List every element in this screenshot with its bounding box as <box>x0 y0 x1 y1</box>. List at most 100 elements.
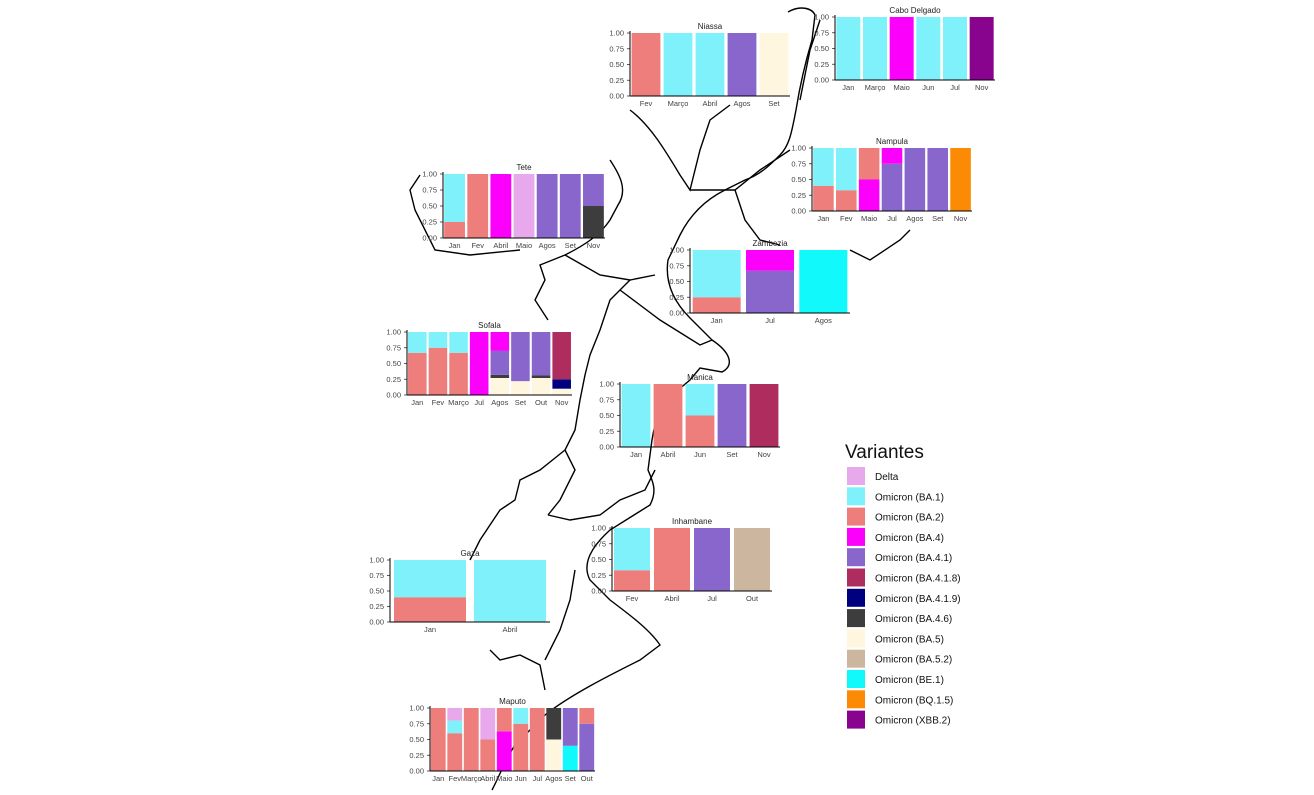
x-tick-label: Set <box>726 450 738 459</box>
y-tick-label: 0.75 <box>422 186 437 195</box>
x-tick-label: Abril <box>660 450 675 459</box>
x-tick-label: Agos <box>733 99 750 108</box>
x-tick-label: Nov <box>555 398 569 407</box>
x-tick-label: Set <box>932 214 944 223</box>
x-tick-label: Abril <box>702 99 717 108</box>
y-tick-label: 0.50 <box>609 60 624 69</box>
bar-segment-ba-4-1 <box>694 528 730 591</box>
y-tick-label: 1.00 <box>409 704 424 713</box>
x-tick-label: Agos <box>545 774 562 783</box>
legend-item: Omicron (BA.4.1) <box>847 548 952 567</box>
bar-segment-ba-4 <box>881 148 903 164</box>
y-tick-label: 0.75 <box>591 539 606 548</box>
y-tick-label: 1.00 <box>609 29 624 38</box>
legend-label: Omicron (BA.4.1.9) <box>875 594 961 605</box>
bar-segment-ba-2 <box>836 190 857 211</box>
bar-segment-ba-4-6 <box>546 708 562 740</box>
bar-segment-ba-2 <box>513 723 529 771</box>
bar-segment-ba-4 <box>889 17 914 80</box>
bar-segment-ba-1 <box>474 560 546 622</box>
y-tick-label: 0.75 <box>369 571 384 580</box>
legend-label: Omicron (BA.2) <box>875 513 944 524</box>
chart-maputo: Maputo 0.00 0.25 0.50 0.75 1.00 Jan Fev MarçoAbr… <box>409 697 595 783</box>
bar-segment-ba-4 <box>746 250 794 271</box>
border-south <box>489 569 576 691</box>
legend-item: Omicron (BA.4) <box>847 527 944 546</box>
y-tick-label: 0.75 <box>791 159 806 168</box>
chart-title: Cabo Delgado <box>889 6 941 15</box>
x-tick-label: Nov <box>954 214 968 223</box>
chart-cabo-delgado: Cabo Delgado 0.00 0.25 0.50 0.75 1.00 Jan Março… <box>814 6 995 92</box>
y-tick-label: 0.00 <box>409 767 424 776</box>
bar-segment-ba-2 <box>529 708 545 771</box>
chart-title: Inhambane <box>672 517 713 526</box>
y-tick-label: 1.00 <box>599 380 614 389</box>
bar-segment-ba-4 <box>469 332 489 395</box>
y-tick-label: 0.25 <box>409 751 424 760</box>
bar-segment-ba-2 <box>496 708 512 732</box>
y-tick-label: 0.75 <box>669 261 684 270</box>
y-tick-label: 0.50 <box>369 587 384 596</box>
x-tick-label: Jul <box>887 214 897 223</box>
x-tick-label: Fev <box>448 774 461 783</box>
bar-segment-ba-2 <box>653 384 683 447</box>
legend-swatch <box>847 467 865 485</box>
x-tick-label: Jan <box>817 214 829 223</box>
y-tick-label: 0.00 <box>422 234 437 243</box>
x-tick-label: Fev <box>432 398 445 407</box>
y-tick-label: 0.50 <box>591 555 606 564</box>
bar-segment-ba-4-1 <box>490 350 510 375</box>
bar-segment-ba-5 <box>490 377 510 395</box>
chart-niassa: Niassa 0.00 0.25 0.50 0.75 1.00 Fev Março Abril A… <box>609 22 790 108</box>
bar-segment-ba-4 <box>490 174 512 238</box>
bar-segment-ba-4-1 <box>881 163 903 211</box>
chart-tete: Tete 0.00 0.25 0.50 0.75 1.00 Jan Fev Abril Maio A… <box>422 163 605 250</box>
bar-segment-ba-2 <box>654 528 690 591</box>
legend-label: Omicron (BE.1) <box>875 675 944 686</box>
legend-item: Omicron (BA.1) <box>847 487 944 506</box>
x-tick-label: Março <box>448 398 469 407</box>
border-manica <box>619 289 713 346</box>
border-gaza <box>469 449 656 561</box>
bar-segment-ba-4 <box>858 179 880 211</box>
bar-segment-ba-4-6 <box>583 206 604 238</box>
x-tick-label: Jul <box>707 594 717 603</box>
chart-sofala: Sofala 0.00 0.25 0.50 0.75 1.00 Jan Fev Março Jul… <box>386 321 572 407</box>
y-tick-label: 0.00 <box>599 443 614 452</box>
x-tick-label: Set <box>768 99 780 108</box>
bar-segment-ba-4-6 <box>490 374 510 378</box>
y-tick-label: 0.25 <box>591 571 606 580</box>
x-tick-label: Jun <box>694 450 706 459</box>
legend-label: Omicron (BA.4.1.8) <box>875 574 961 585</box>
legend-swatch <box>847 527 865 546</box>
legend-item: Omicron (BA.4.6) <box>847 609 952 628</box>
bar-segment-ba-5-2 <box>734 528 770 591</box>
x-tick-label: Jul <box>474 398 484 407</box>
bar-segment-ba-1 <box>836 148 857 191</box>
bar-segment-ba-1 <box>614 528 650 571</box>
chart-inhambane: Inhambane 0.00 0.25 0.50 0.75 1.00 Fev Abril Jul… <box>591 517 772 603</box>
y-tick-label: 0.00 <box>591 587 606 596</box>
bar-segment-ba-4-1 <box>511 332 530 382</box>
y-tick-label: 0.25 <box>609 76 624 85</box>
bar-segment-ba-4-1 <box>904 148 926 211</box>
legend-swatch <box>847 568 865 587</box>
x-tick-label: Maio <box>894 83 910 92</box>
bar-segment-delta <box>513 174 535 238</box>
legend-label: Omicron (BA.4.1) <box>875 553 952 564</box>
x-tick-label: Set <box>515 398 527 407</box>
bar-segment-ba-2 <box>614 570 650 591</box>
bar-segment-ba-4-1 <box>579 723 595 771</box>
bar-segment-xbb-2 <box>969 17 994 80</box>
coastline <box>491 7 816 791</box>
border-north <box>629 104 731 192</box>
bar-segment-ba-4-1 <box>727 33 757 96</box>
bar-segment-bq-1-5 <box>950 148 971 211</box>
bar-segment-ba-2 <box>858 148 880 180</box>
bar-segment-ba-2 <box>813 185 834 211</box>
bar-segment-ba-5 <box>546 739 562 771</box>
bar-segment-ba-1 <box>663 33 693 96</box>
y-tick-label: 1.00 <box>369 556 384 565</box>
legend-title: Variantes <box>845 442 924 463</box>
